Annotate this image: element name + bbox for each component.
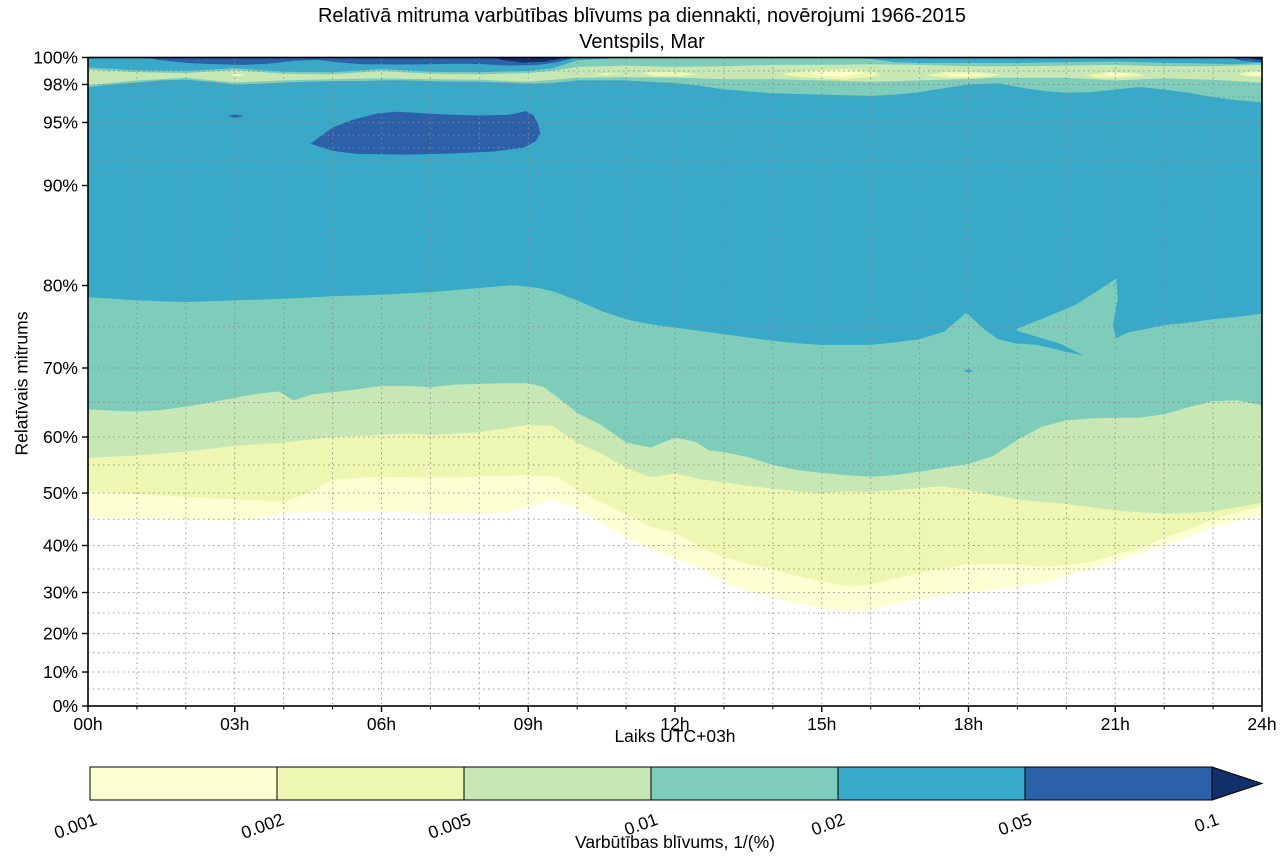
colorbar-arrow [1211, 766, 1264, 801]
y-tick-label: 60% [43, 427, 78, 447]
x-tick-label: 06h [367, 714, 396, 734]
x-tick-label: 18h [954, 714, 983, 734]
y-tick-label: 20% [43, 623, 78, 643]
y-tick-label: 95% [43, 112, 78, 132]
contour-bands [88, 57, 1262, 612]
cream-core-18h [944, 73, 984, 77]
y-tick-label: 98% [43, 74, 78, 94]
royal-dash-03h [227, 114, 245, 118]
y-tick-label: 70% [43, 358, 78, 378]
x-tick-label: 03h [220, 714, 249, 734]
grid [88, 57, 1262, 706]
chart-subtitle: Ventspils, Mar [579, 31, 705, 53]
colorbar-label: Varbūtības blīvums, 1/(%) [574, 832, 776, 852]
colorbar-tick-label: 0.001 [51, 809, 99, 843]
navy-top-stripe [491, 57, 565, 63]
colorbar-tick-label: 0.002 [238, 809, 286, 843]
colorbar-segment [837, 766, 1026, 801]
x-tick-label: 00h [73, 714, 102, 734]
x-tick-label: 12h [660, 714, 689, 734]
x-tick-label: 15h [807, 714, 836, 734]
x-tick-label: 09h [514, 714, 543, 734]
x-tick-label: 24h [1247, 714, 1276, 734]
cream-core-15h [812, 71, 866, 77]
y-tick-label: 50% [43, 483, 78, 503]
colorbar-tick-label: 0.01 [622, 809, 661, 839]
chart-title: Relatīvā mitruma varbūtības blīvums pa d… [317, 5, 967, 27]
y-tick-label: 10% [43, 662, 78, 682]
colorbar-tick-label: 0.05 [996, 809, 1035, 839]
cream-core-03h [229, 73, 245, 77]
y-tick-label: 0% [53, 696, 78, 716]
colorbar-segment [650, 766, 839, 801]
colorbar-tick-label: 0.1 [1192, 809, 1222, 836]
royal-blob [310, 111, 541, 155]
y-tick-label: 100% [33, 48, 78, 68]
colorbar-segment [1024, 766, 1213, 801]
y-tick-label: 90% [43, 176, 78, 196]
cyan-dot-18h [963, 369, 974, 373]
cream-dash-10h [594, 73, 622, 76]
x-tick-label: 21h [1101, 714, 1130, 734]
y-tick-label: 80% [43, 276, 78, 296]
royal-top-stripe [144, 57, 575, 66]
y-tick-label: 30% [43, 583, 78, 603]
colorbar-tick-label: 0.005 [425, 809, 473, 843]
cream-core-24h [1244, 72, 1262, 76]
y-tick-label: 40% [43, 535, 78, 555]
cream-core-21h [1100, 73, 1130, 76]
colorbar-segment [89, 766, 278, 801]
colorbar-segment [463, 766, 652, 801]
colorbar-tick-label: 0.02 [809, 809, 848, 839]
yellow-patch-11h [640, 71, 700, 77]
colorbar-segment [276, 766, 465, 801]
x-axis-label: Laiks UTC+03h [614, 726, 736, 746]
